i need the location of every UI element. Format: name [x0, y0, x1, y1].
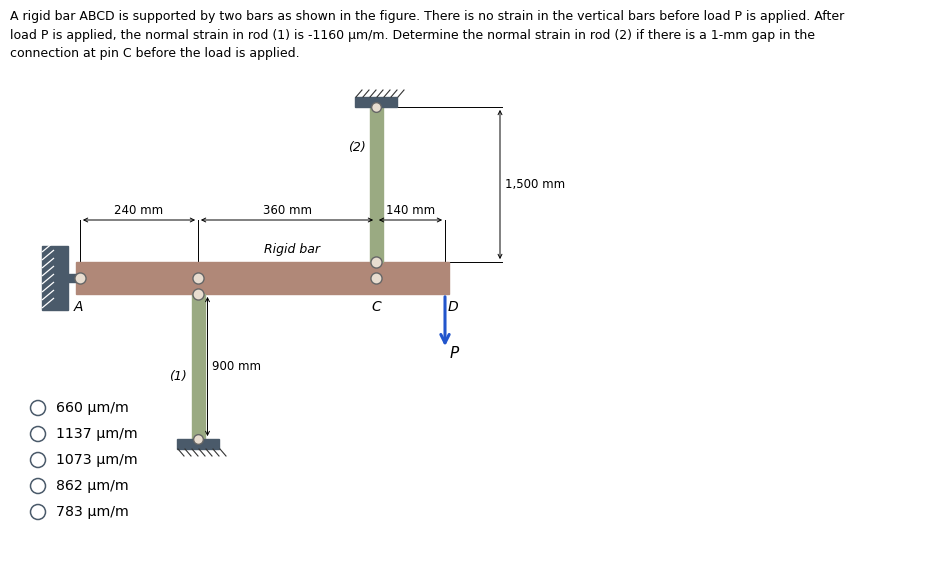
Text: 1137 μm/m: 1137 μm/m [56, 427, 138, 441]
Text: A: A [73, 300, 83, 314]
Text: 783 μm/m: 783 μm/m [56, 505, 128, 519]
Text: D: D [448, 300, 458, 314]
Bar [177, 439, 219, 449]
Bar [68, 274, 80, 282]
Text: 1,500 mm: 1,500 mm [505, 178, 565, 191]
Bar [192, 294, 205, 439]
Text: 900 mm: 900 mm [211, 360, 260, 373]
Text: A rigid bar ABCD is supported by two bars as shown in the figure. There is no st: A rigid bar ABCD is supported by two bar… [10, 10, 844, 60]
Text: 1073 μm/m: 1073 μm/m [56, 453, 138, 467]
Text: Rigid bar: Rigid bar [264, 243, 320, 256]
Text: B: B [193, 300, 203, 314]
Text: (2): (2) [348, 140, 365, 153]
Bar [369, 107, 382, 262]
Text: (1): (1) [168, 370, 187, 383]
Text: C: C [371, 300, 381, 314]
Text: P: P [450, 346, 459, 361]
Text: 862 μm/m: 862 μm/m [56, 479, 128, 493]
Text: 660 μm/m: 660 μm/m [56, 401, 128, 415]
Bar [76, 262, 449, 294]
Bar [355, 97, 397, 107]
Bar [42, 246, 68, 310]
Text: 140 mm: 140 mm [386, 204, 435, 217]
Text: 240 mm: 240 mm [114, 204, 164, 217]
Text: 360 mm: 360 mm [262, 204, 312, 217]
